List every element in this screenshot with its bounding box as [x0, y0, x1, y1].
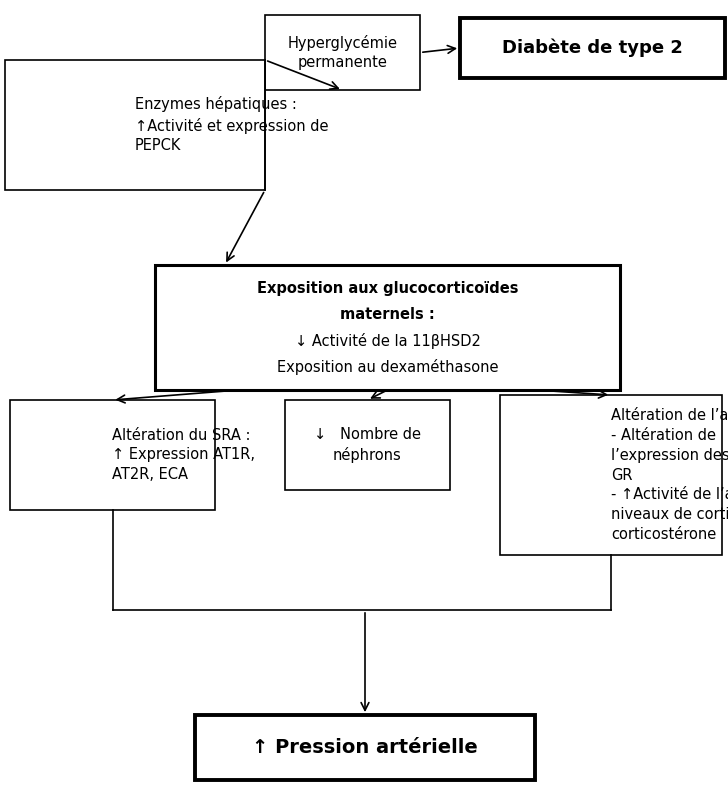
- Text: maternels :: maternels :: [340, 307, 435, 322]
- Bar: [460, 18, 725, 78]
- Bar: [195, 715, 535, 780]
- Bar: [285, 400, 450, 490]
- Text: Altération de l’axe HHS :
- Altération de
l’expression des MR et
GR
- ↑Activité : Altération de l’axe HHS : - Altération d…: [611, 408, 728, 542]
- Text: Diabète de type 2: Diabète de type 2: [502, 39, 683, 57]
- Text: ↓ Activité de la 11βHSD2: ↓ Activité de la 11βHSD2: [295, 333, 480, 349]
- Bar: [5, 60, 265, 190]
- Bar: [500, 395, 722, 555]
- Bar: [10, 400, 215, 510]
- Text: Altération du SRA :
↑ Expression AT1R,
AT2R, ECA: Altération du SRA : ↑ Expression AT1R, A…: [113, 427, 256, 482]
- Text: Hyperglycémie
permanente: Hyperglycémie permanente: [288, 34, 397, 70]
- Bar: [155, 265, 620, 390]
- Text: ↓   Nombre de
néphrons: ↓ Nombre de néphrons: [314, 427, 421, 463]
- Text: Exposition aux glucocorticoïdes: Exposition aux glucocorticoïdes: [257, 281, 518, 296]
- Bar: [265, 15, 420, 90]
- Text: Exposition au dexaméthasone: Exposition au dexaméthasone: [277, 358, 498, 375]
- Text: Enzymes hépatiques :
↑Activité et expression de
PEPCK: Enzymes hépatiques : ↑Activité et expres…: [135, 96, 328, 154]
- Text: ↑ Pression artérielle: ↑ Pression artérielle: [252, 738, 478, 757]
